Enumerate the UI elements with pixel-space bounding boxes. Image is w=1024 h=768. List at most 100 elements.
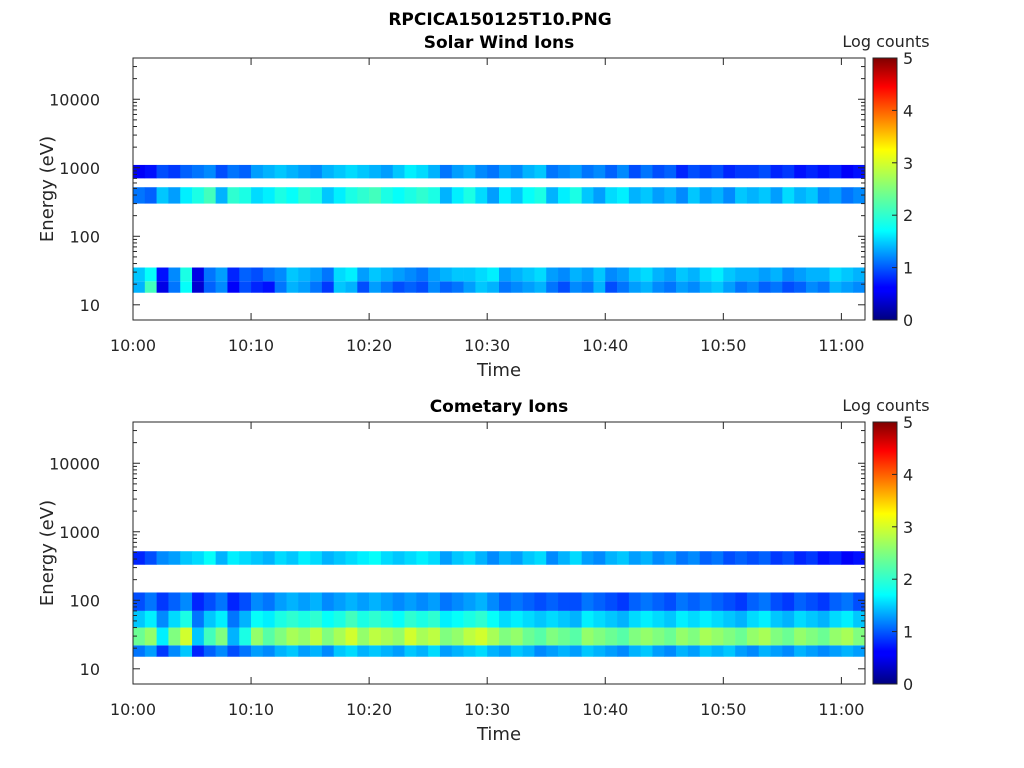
colorbar-tick-label: 5 [903,49,913,68]
y-tick-label: 100 [69,227,100,246]
spectrogram-cell [369,164,382,179]
spectrogram-cell [133,610,146,628]
spectrogram-cell [605,592,618,611]
spectrogram-cell [227,281,240,293]
spectrogram-cell [404,610,417,628]
spectrogram-cell [404,551,417,565]
spectrogram-cell [416,187,429,204]
spectrogram-cell [463,592,476,611]
spectrogram-cell [758,164,771,179]
spectrogram-cell [687,627,701,646]
spectrogram-cell [487,592,500,611]
spectrogram-cell [746,627,760,646]
spectrogram-cell [168,627,181,646]
spectrogram-cell [581,610,594,628]
spectrogram-cell [416,627,429,646]
spectrogram-cell [310,187,323,204]
spectrogram-cell [569,551,582,565]
spectrogram-cell [144,627,157,646]
spectrogram-cell [711,551,724,565]
spectrogram-cell [369,645,382,657]
spectrogram-cell [251,281,264,293]
spectrogram-cell [439,267,453,282]
spectrogram-cell [144,281,157,293]
spectrogram-cell [168,551,181,565]
spectrogram-cell [617,610,630,628]
spectrogram-cell [770,267,783,282]
spectrogram-cell [640,164,653,179]
spectrogram-cell [652,627,665,646]
spectrogram-cell [711,187,724,204]
spectrogram-cell [144,164,157,179]
spectrogram-cell [723,610,736,628]
spectrogram-cell [262,187,275,204]
x-tick-label: 10:30 [464,700,510,719]
spectrogram-cell [711,281,724,293]
spectrogram-cell [156,551,169,565]
spectrogram-cell [345,645,358,657]
spectrogram-cell [782,164,795,179]
x-tick-label: 10:10 [228,336,274,355]
spectrogram-cell [546,267,559,282]
spectrogram-cell [841,610,854,628]
spectrogram-cell [522,627,535,646]
x-tick-label: 10:20 [346,700,392,719]
spectrogram-cell [735,645,748,657]
spectrogram-cell [581,645,594,657]
spectrogram-cell [451,627,464,646]
spectrogram-cell [451,164,464,179]
spectrogram-cell [782,610,795,628]
spectrogram-cell [345,164,358,179]
spectrogram-cell [404,187,417,204]
spectrogram-cell [298,267,311,282]
spectrogram-cell [239,592,252,611]
spectrogram-cell [605,281,618,293]
spectrogram-cell [239,267,252,282]
spectrogram-cell [628,267,641,282]
spectrogram-cell [428,267,441,282]
spectrogram-cell [617,281,630,293]
spectrogram-cell [758,281,771,293]
spectrogram-cell [463,627,476,646]
spectrogram-cell [239,164,252,179]
spectrogram-cell [487,627,500,646]
spectrogram-cell [817,164,830,179]
spectrogram-cell [298,164,311,179]
spectrogram-cell [593,627,606,646]
spectrogram-cell [676,281,689,293]
spectrogram-cell [782,187,795,204]
spectrogram-cell [475,164,488,179]
spectrogram-cell [664,164,677,179]
spectrogram-cell [392,627,405,646]
colorbar-tick-label: 2 [903,206,913,225]
spectrogram-cell [593,610,606,628]
spectrogram-cell [711,645,724,657]
spectrogram-cell [416,281,429,293]
spectrogram-cell [522,187,535,204]
spectrogram-cell [652,267,665,282]
spectrogram-cell [168,267,181,282]
spectrogram-cell [180,610,193,628]
spectrogram-cell [569,281,582,293]
spectrogram-cell [203,592,216,611]
spectrogram-cell [758,551,771,565]
spectrogram-cell [510,592,523,611]
spectrogram-cell [416,551,429,565]
spectrogram-cell [569,592,582,611]
spectrogram-cell [853,627,866,646]
spectrogram-cell [286,592,299,611]
spectrogram-cell [841,592,854,611]
spectrogram-cell [558,281,571,293]
spectrogram-cell [215,627,228,646]
spectrogram-cell [144,267,157,282]
spectrogram-cell [274,627,287,646]
spectrogram-cell [298,610,311,628]
spectrogram-cell [428,645,441,657]
spectrogram-cell [357,645,370,657]
spectrogram-cell [664,551,677,565]
spectrogram-cell [758,610,771,628]
spectrogram-cell [392,164,405,179]
spectrogram-cell [369,267,382,282]
spectrogram-cell [369,551,382,565]
spectrogram-cell [392,551,405,565]
